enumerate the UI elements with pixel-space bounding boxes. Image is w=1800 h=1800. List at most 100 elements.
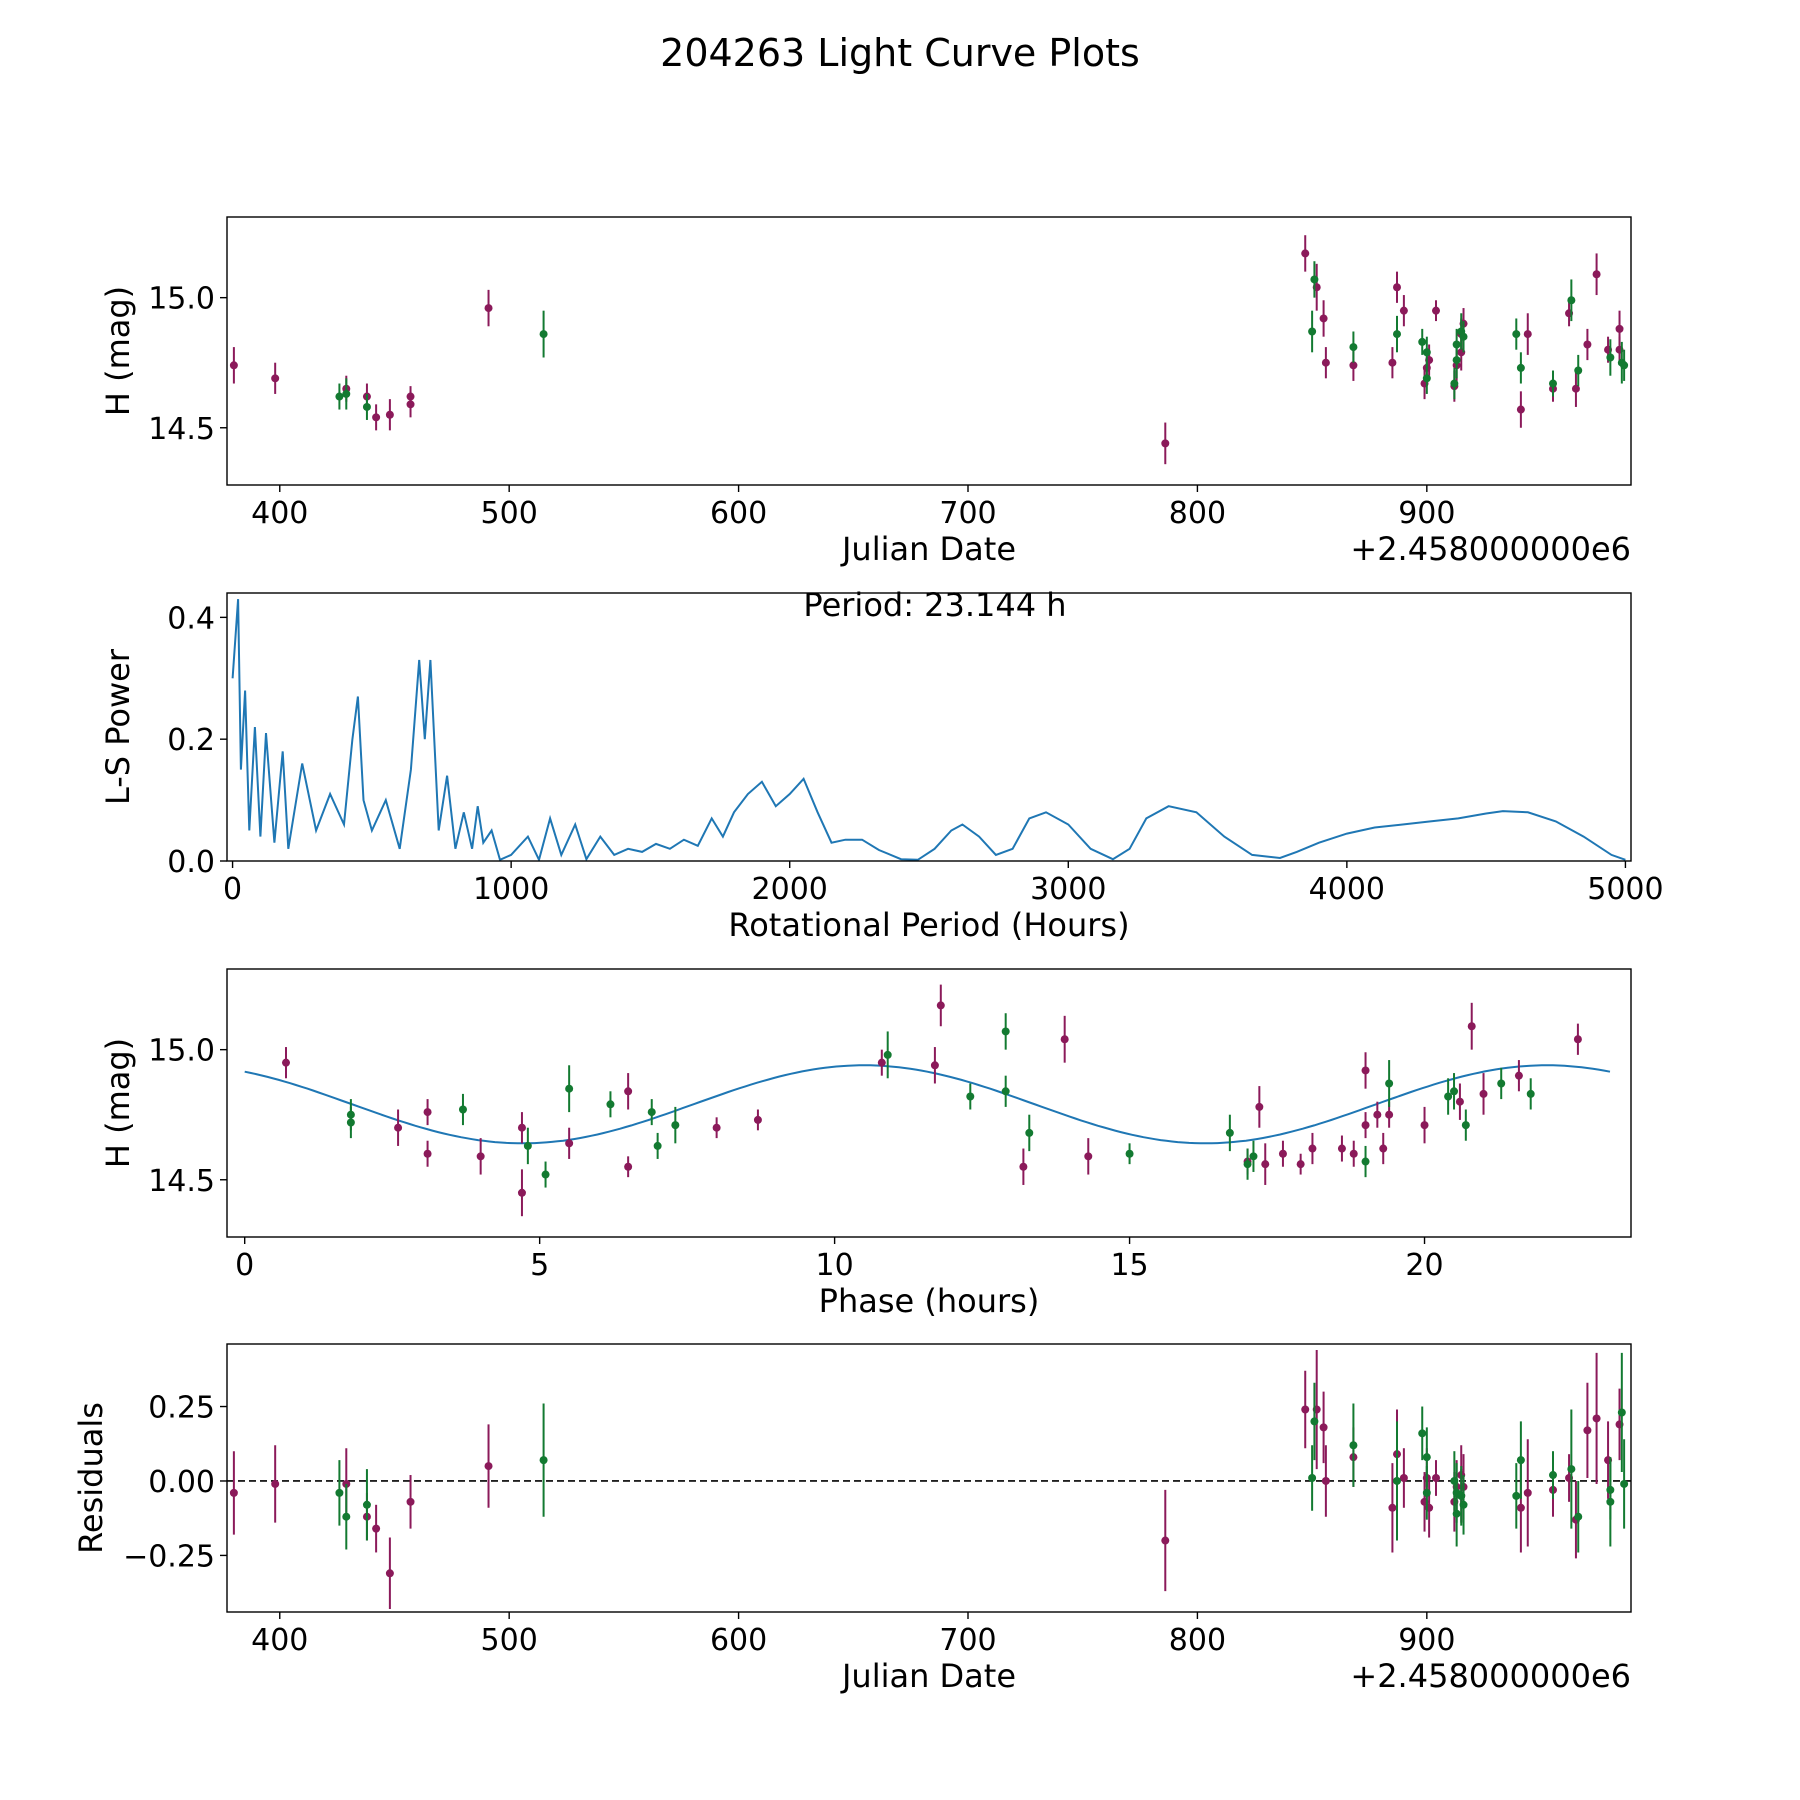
x-tick-label: 3000 bbox=[1030, 872, 1106, 907]
data-point bbox=[1422, 1488, 1431, 1497]
residuals-panel: 400 500 600 700 800 900 0.25 0.00 −0.25 Julian Da… bbox=[72, 1343, 1632, 1695]
data-point bbox=[565, 1084, 574, 1093]
data-point bbox=[1452, 340, 1461, 349]
x-tick-label: 800 bbox=[1169, 1623, 1226, 1658]
data-point bbox=[1060, 1035, 1069, 1044]
data-point bbox=[1512, 330, 1521, 339]
data-point bbox=[1422, 348, 1431, 357]
x-tick-label: 600 bbox=[710, 1623, 767, 1658]
data-point bbox=[394, 1123, 403, 1132]
data-point bbox=[1418, 337, 1427, 346]
x-offset-text: +2.458000000e6 bbox=[1350, 1657, 1631, 1695]
data-point bbox=[423, 1149, 432, 1158]
data-point bbox=[346, 1118, 355, 1127]
axes-frame bbox=[226, 968, 1632, 1238]
data-point bbox=[476, 1152, 485, 1161]
data-point bbox=[1385, 1110, 1394, 1119]
data-point bbox=[517, 1123, 526, 1132]
y-tick-label: 0.4 bbox=[167, 601, 215, 636]
data-point bbox=[1393, 330, 1401, 339]
phase-folded-panel: 0 5 10 15 20 14.5 15.0 Phase (hours) H (mag) bbox=[99, 968, 1632, 1320]
data-point bbox=[1573, 1035, 1582, 1044]
figure-title: 204263 Light Curve Plots bbox=[660, 31, 1140, 75]
y-tick-label: 15.0 bbox=[148, 1034, 215, 1069]
data-point bbox=[1523, 330, 1532, 339]
x-tick-label: 400 bbox=[251, 1623, 308, 1658]
data-point bbox=[1308, 1144, 1317, 1153]
period-annotation: Period: 23.144 h bbox=[803, 586, 1066, 624]
data-point bbox=[653, 1141, 662, 1150]
data-point bbox=[1084, 1152, 1093, 1161]
data-point bbox=[877, 1058, 886, 1067]
x-tick-label: 15 bbox=[1110, 1248, 1148, 1283]
data-point bbox=[372, 1524, 381, 1533]
data-point bbox=[1574, 366, 1583, 375]
plot-area bbox=[229, 235, 1629, 465]
data-point bbox=[1620, 361, 1629, 370]
axes-frame bbox=[226, 216, 1632, 486]
data-point bbox=[1459, 1500, 1468, 1509]
data-point bbox=[647, 1108, 656, 1117]
data-point bbox=[1516, 405, 1525, 414]
data-point bbox=[883, 1050, 892, 1059]
data-point bbox=[1523, 1488, 1532, 1497]
data-point bbox=[1516, 363, 1525, 372]
data-point bbox=[1571, 384, 1580, 393]
data-point bbox=[671, 1121, 680, 1130]
data-point bbox=[1432, 306, 1440, 315]
data-point bbox=[1615, 324, 1624, 333]
x-tick-label: 0 bbox=[223, 872, 242, 907]
data-point bbox=[342, 389, 351, 398]
data-point bbox=[271, 1479, 280, 1488]
data-point bbox=[565, 1139, 574, 1148]
y-axis-label: L-S Power bbox=[99, 648, 137, 805]
data-point bbox=[517, 1188, 526, 1197]
data-point bbox=[1620, 1479, 1629, 1488]
data-point bbox=[1574, 1512, 1583, 1521]
data-point bbox=[1349, 361, 1358, 370]
data-point bbox=[541, 1170, 550, 1179]
data-point bbox=[606, 1100, 615, 1109]
data-point bbox=[712, 1123, 721, 1132]
data-point bbox=[1497, 1079, 1506, 1088]
data-point bbox=[229, 361, 238, 370]
data-point bbox=[1583, 1426, 1592, 1435]
data-point bbox=[362, 402, 371, 411]
y-tick-label: 14.5 bbox=[148, 1164, 215, 1199]
data-point bbox=[484, 1462, 493, 1471]
x-axis-label: Julian Date bbox=[840, 530, 1016, 568]
data-point bbox=[229, 1488, 238, 1497]
x-axis-label: Phase (hours) bbox=[819, 1282, 1040, 1320]
data-point bbox=[1255, 1102, 1264, 1111]
data-point bbox=[1243, 1160, 1252, 1169]
x-tick-label: 1000 bbox=[473, 872, 549, 907]
data-point bbox=[1261, 1160, 1270, 1169]
data-point bbox=[1479, 1089, 1488, 1098]
data-point bbox=[1161, 439, 1170, 448]
data-point bbox=[1310, 1417, 1319, 1426]
data-point bbox=[1617, 1408, 1626, 1417]
y-axis-label: H (mag) bbox=[99, 286, 137, 416]
data-point bbox=[1516, 1456, 1525, 1465]
data-point bbox=[1399, 1474, 1408, 1482]
data-point bbox=[1399, 306, 1408, 315]
data-point bbox=[1420, 1121, 1429, 1130]
x-tick-label: 600 bbox=[710, 496, 767, 531]
data-point bbox=[1514, 1071, 1523, 1080]
data-point bbox=[458, 1105, 467, 1114]
data-point bbox=[1455, 1097, 1464, 1106]
periodogram-panel: 0 1000 2000 3000 4000 5000 0.0 0.2 0.4 Rotational… bbox=[99, 586, 1664, 944]
data-point bbox=[406, 1497, 415, 1506]
data-point bbox=[1296, 1160, 1305, 1169]
data-point bbox=[372, 413, 381, 422]
data-point bbox=[1393, 1476, 1401, 1485]
x-tick-label: 800 bbox=[1169, 496, 1226, 531]
data-point bbox=[1349, 343, 1358, 352]
axes-frame bbox=[226, 1343, 1632, 1613]
data-point bbox=[1567, 1465, 1576, 1474]
data-point bbox=[1549, 1471, 1557, 1480]
data-point bbox=[1321, 1476, 1330, 1485]
data-point bbox=[539, 1456, 548, 1465]
